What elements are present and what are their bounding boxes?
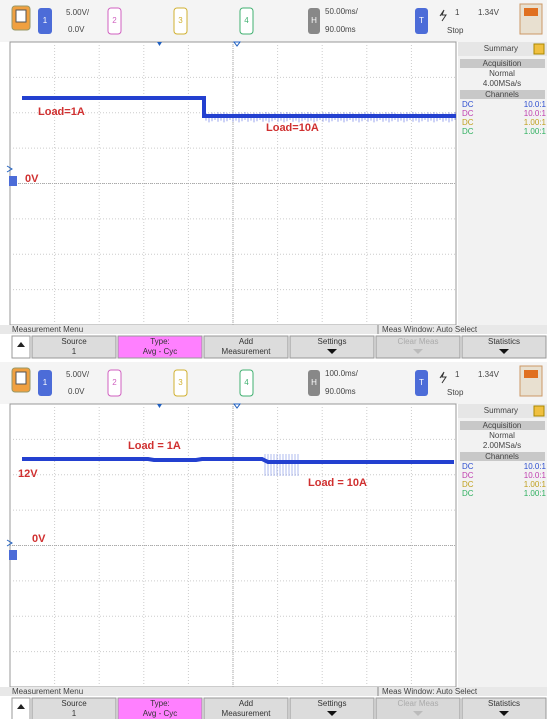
channel-probe: 10.0:1 xyxy=(524,471,547,480)
acquisition-title: Acquisition xyxy=(483,421,522,430)
channel-coupling: DC xyxy=(462,462,474,471)
trigger-status: Stop xyxy=(447,26,464,35)
ch3-number: 3 xyxy=(178,16,183,25)
softkey-label: Statistics xyxy=(488,699,520,708)
channel-coupling: DC xyxy=(462,127,474,136)
annotation-load-low: Load = 1A xyxy=(128,440,181,452)
channel-coupling: DC xyxy=(462,109,474,118)
softkey-label: Add xyxy=(239,699,253,708)
horizontal-scale: 50.00ms/ xyxy=(325,7,359,16)
channel-coupling: DC xyxy=(462,100,474,109)
softkey-label: Clear Meas xyxy=(398,337,439,346)
softkey-label: Source xyxy=(61,337,87,346)
trigger-level: 1.34V xyxy=(478,8,500,17)
menu-title: Measurement Menu xyxy=(12,687,83,696)
trigger-source: 1 xyxy=(455,8,460,17)
softkey-value: 1 xyxy=(72,709,77,718)
acquisition-title: Acquisition xyxy=(483,59,522,68)
softkey-value: Measurement xyxy=(222,347,272,356)
softkey-label: Add xyxy=(239,337,253,346)
softkey-value: 1 xyxy=(72,347,77,356)
sidebar-tab-label: Summary xyxy=(484,406,518,415)
trigger-label: T xyxy=(419,16,424,25)
trigger-source: 1 xyxy=(455,370,460,379)
acquisition-mode: Normal xyxy=(489,431,515,440)
ch2-number: 2 xyxy=(112,16,117,25)
ch1-scale: 5.00V/ xyxy=(66,370,90,379)
annotation-load-low: Load=1A xyxy=(38,106,85,118)
sidebar-tab-icon xyxy=(534,44,544,54)
menu-icon xyxy=(16,372,26,384)
screenshot: 1 5.00V/0.0V 2 3 4 H 50.00ms/90.00ms T 1 1.34V Sto… xyxy=(0,0,547,719)
annotation-ground: 0V xyxy=(32,533,46,545)
trigger-status: Stop xyxy=(447,388,464,397)
channel-probe: 1.00:1 xyxy=(524,489,547,498)
ch1-number: 1 xyxy=(43,16,48,25)
ch1-offset: 0.0V xyxy=(68,25,85,34)
softkey-label: Source xyxy=(61,699,87,708)
annotation-ground: 0V xyxy=(25,173,39,185)
sidebar-tab-label: Summary xyxy=(484,44,518,53)
menu-icon xyxy=(16,10,26,22)
channel-coupling: DC xyxy=(462,471,474,480)
ch1-number: 1 xyxy=(43,378,48,387)
softkey-label: Statistics xyxy=(488,337,520,346)
softkey-value: Measurement xyxy=(222,709,272,718)
channel-probe: 10.0:1 xyxy=(524,109,547,118)
menu-title: Measurement Menu xyxy=(12,325,83,334)
meas-window: Meas Window: Auto Select xyxy=(382,687,478,696)
meas-window: Meas Window: Auto Select xyxy=(382,325,478,334)
softkey-label: Type: xyxy=(150,699,170,708)
trigger-level: 1.34V xyxy=(478,370,500,379)
channel-probe: 1.00:1 xyxy=(524,118,547,127)
channel-probe: 10.0:1 xyxy=(524,462,547,471)
toolbar-bg xyxy=(0,362,547,404)
horizontal-label: H xyxy=(311,378,317,387)
sample-rate: 2.00MSa/s xyxy=(483,441,521,450)
ch4-number: 4 xyxy=(244,16,249,25)
utility-icon xyxy=(524,8,538,16)
softkey-label: Type: xyxy=(150,337,170,346)
channels-title: Channels xyxy=(485,90,519,99)
channel-probe: 1.00:1 xyxy=(524,127,547,136)
utility-icon xyxy=(524,370,538,378)
ch1-scale: 5.00V/ xyxy=(66,8,90,17)
softkey-label: Settings xyxy=(318,337,347,346)
channel-coupling: DC xyxy=(462,118,474,127)
softkey-value: Avg - Cyc xyxy=(143,347,178,356)
ch2-number: 2 xyxy=(112,378,117,387)
annotation-load-high: Load=10A xyxy=(266,122,319,134)
channel-coupling: DC xyxy=(462,489,474,498)
channel-probe: 10.0:1 xyxy=(524,100,547,109)
sidebar-tab-icon xyxy=(534,406,544,416)
horizontal-label: H xyxy=(311,16,317,25)
annotation-load-high: Load = 10A xyxy=(308,477,367,489)
channel-coupling: DC xyxy=(462,480,474,489)
acquisition-mode: Normal xyxy=(489,69,515,78)
toolbar-bg xyxy=(0,0,547,42)
trigger-label: T xyxy=(419,378,424,387)
horizontal-scale: 100.0ms/ xyxy=(325,369,359,378)
annotation-level: 12V xyxy=(18,468,38,480)
ground-marker xyxy=(9,550,17,560)
sample-rate: 4.00MSa/s xyxy=(483,79,521,88)
softkey-label: Clear Meas xyxy=(398,699,439,708)
ground-marker xyxy=(9,176,17,186)
ch1-offset: 0.0V xyxy=(68,387,85,396)
channels-title: Channels xyxy=(485,452,519,461)
softkey-value: Avg - Cyc xyxy=(143,709,178,718)
horizontal-delay: 90.00ms xyxy=(325,387,356,396)
horizontal-delay: 90.00ms xyxy=(325,25,356,34)
softkey-label: Settings xyxy=(318,699,347,708)
ch4-number: 4 xyxy=(244,378,249,387)
channel-probe: 1.00:1 xyxy=(524,480,547,489)
ch3-number: 3 xyxy=(178,378,183,387)
